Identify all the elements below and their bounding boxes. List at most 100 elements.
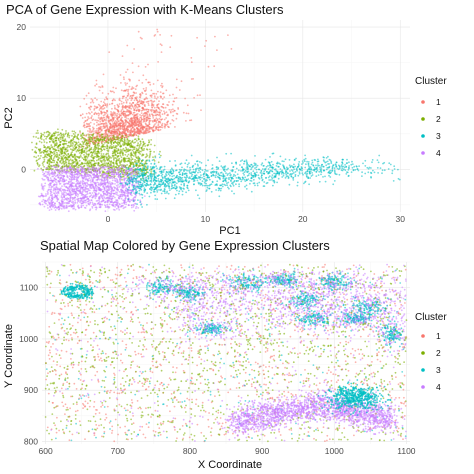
pca-point-cluster-2	[72, 149, 75, 152]
pca-point-cluster-2	[119, 164, 122, 166]
pca-point-cluster-2	[137, 137, 140, 140]
pca-point-cluster-4	[53, 177, 56, 180]
pca-point-cluster-1	[132, 116, 135, 119]
pca-point-cluster-4	[106, 174, 108, 177]
pca-point-cluster-2	[82, 158, 85, 161]
pca-point-cluster-4	[103, 201, 106, 204]
pca-point-cluster-2	[88, 138, 91, 141]
pca-point-cluster-4	[87, 189, 90, 192]
pca-point-cluster-2	[85, 134, 88, 136]
pca-point-cluster-2	[82, 142, 85, 144]
pca-point-cluster-2	[96, 144, 99, 147]
pca-point-cluster-4	[42, 198, 45, 201]
pca-point-cluster-4	[77, 185, 80, 188]
pca-point-cluster-1	[94, 97, 96, 100]
pca-point-cluster-4	[86, 179, 89, 182]
pca-point-cluster-2	[141, 164, 144, 167]
pca-point-cluster-2	[62, 136, 64, 139]
pca-point-cluster-1	[158, 108, 161, 111]
pca-point-cluster-1	[148, 121, 151, 124]
pca-point-cluster-1	[85, 122, 88, 125]
pca-point-cluster-1	[84, 116, 86, 119]
pca-point-cluster-2	[51, 146, 53, 148]
pca-point-cluster-1	[155, 93, 158, 95]
pca-point-cluster-1	[160, 109, 163, 112]
pca-point-cluster-2	[117, 136, 119, 138]
pca-point-cluster-2	[71, 142, 74, 144]
pca-point-cluster-1	[111, 102, 114, 105]
pca-point-cluster-4	[105, 177, 108, 180]
pca-point-cluster-2	[81, 133, 84, 135]
pca-point-cluster-2	[138, 152, 141, 154]
pca-point-cluster-4	[68, 177, 71, 180]
pca-point-cluster-1	[150, 99, 153, 102]
pca-point-cluster-1	[154, 129, 157, 132]
pca-point-cluster-4	[55, 185, 58, 188]
pca-point-cluster-4	[106, 171, 108, 173]
pca-point-cluster-1	[103, 118, 106, 121]
pca-point-cluster-4	[56, 173, 59, 176]
pca-point-cluster-4	[90, 176, 93, 179]
pca-point-cluster-1	[98, 124, 100, 126]
pca-point-cluster-2	[42, 156, 45, 159]
pca-point-cluster-1	[184, 97, 187, 100]
pca-point-cluster-2	[52, 134, 55, 137]
pca-point-cluster-4	[46, 173, 49, 176]
pca-point-cluster-2	[57, 158, 59, 161]
pca-point-cluster-4	[95, 193, 97, 196]
pca-point-cluster-4	[53, 166, 56, 168]
pca-point-cluster-1	[159, 95, 162, 98]
pca-point-cluster-4	[60, 176, 63, 179]
pca-point-cluster-1	[130, 118, 133, 120]
pca-point-cluster-2	[57, 149, 60, 152]
pca-point-cluster-4	[113, 173, 115, 176]
pca-point-cluster-1	[132, 124, 135, 126]
pca-point-cluster-2	[91, 141, 94, 144]
pca-point-cluster-2	[65, 140, 68, 143]
pca-point-cluster-1	[117, 128, 120, 131]
pca-point-cluster-1	[141, 37, 143, 40]
pca-point-cluster-2	[70, 152, 73, 154]
pca-point-cluster-4	[118, 197, 121, 200]
pca-point-cluster-1	[91, 99, 94, 101]
pca-point-cluster-2	[116, 152, 119, 155]
pca-point-cluster-2	[40, 155, 42, 157]
pca-point-cluster-1	[154, 97, 156, 99]
pca-point-cluster-2	[90, 140, 93, 143]
pca-point-cluster-1	[135, 92, 138, 94]
pca-point-cluster-2	[35, 156, 37, 159]
pca-point-cluster-1	[176, 113, 179, 115]
pca-point-cluster-2	[38, 140, 41, 143]
pca-point-cluster-2	[131, 146, 134, 149]
pca-point-cluster-4	[79, 192, 81, 195]
pca-point-cluster-4	[62, 189, 65, 192]
pca-point-cluster-4	[130, 194, 133, 197]
pca-point-cluster-2	[141, 153, 144, 156]
pca-point-cluster-1	[121, 97, 124, 100]
pca-point-cluster-1	[128, 120, 131, 123]
pca-point-cluster-1	[118, 103, 121, 105]
pca-point-cluster-2	[63, 152, 66, 155]
pca-point-cluster-1	[138, 79, 141, 82]
pca-point-cluster-1	[111, 120, 114, 123]
pca-point-cluster-4	[94, 197, 97, 200]
pca-point-cluster-2	[97, 162, 100, 165]
pca-point-cluster-2	[106, 145, 109, 148]
pca-point-cluster-4	[122, 199, 124, 202]
pca-point-cluster-2	[78, 164, 81, 167]
pca-point-cluster-2	[36, 129, 39, 132]
pca-point-cluster-2	[35, 147, 38, 149]
pca-point-cluster-4	[49, 190, 52, 193]
pca-point-cluster-1	[190, 119, 193, 122]
pca-point-cluster-4	[98, 199, 100, 202]
pca-point-cluster-4	[119, 184, 122, 187]
pca-point-cluster-4	[49, 205, 52, 208]
pca-point-cluster-1	[141, 82, 144, 84]
pca-point-cluster-2	[42, 164, 44, 166]
pca-point-cluster-2	[119, 144, 122, 147]
pca-point-cluster-2	[45, 131, 48, 134]
pca-point-cluster-1	[156, 111, 159, 113]
pca-point-cluster-4	[84, 199, 87, 202]
pca-point-cluster-4	[88, 177, 91, 180]
pca-point-cluster-2	[103, 148, 106, 151]
